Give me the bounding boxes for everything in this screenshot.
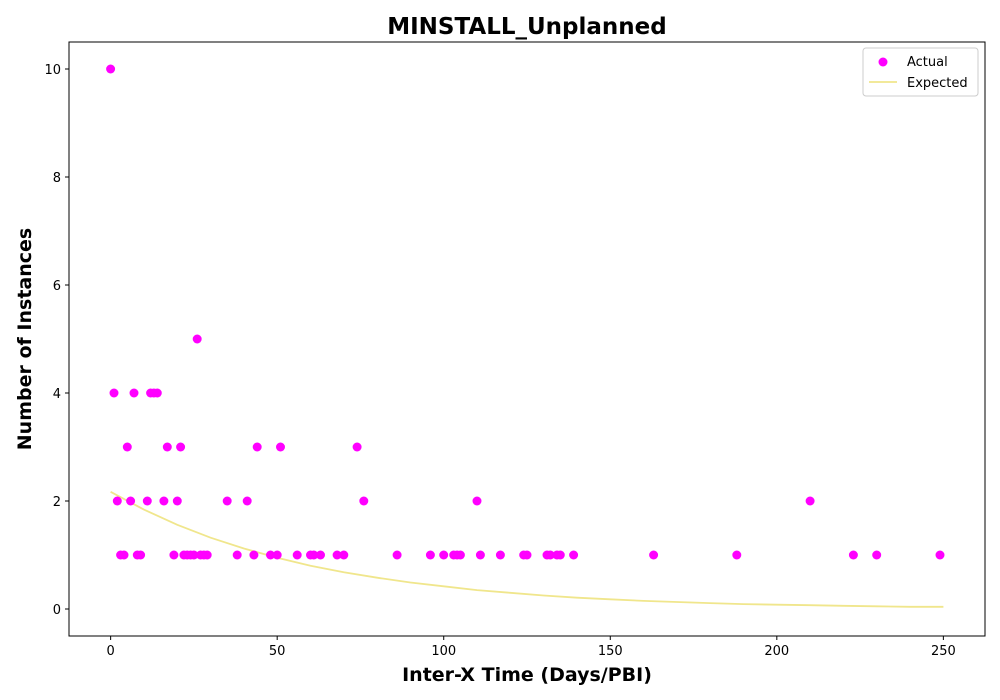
data-point: [119, 550, 129, 560]
data-point: [176, 442, 186, 452]
data-point: [425, 550, 435, 560]
data-point: [122, 442, 132, 452]
data-point: [109, 388, 119, 398]
chart-title: MINSTALL_Unplanned: [387, 14, 667, 40]
data-point: [935, 550, 945, 560]
y-tick-label: 8: [53, 171, 61, 186]
data-point: [872, 550, 882, 560]
data-point: [805, 496, 815, 506]
data-point: [136, 550, 146, 560]
legend-actual-marker: [878, 57, 888, 67]
data-point: [339, 550, 349, 560]
data-point: [848, 550, 858, 560]
data-point: [472, 496, 482, 506]
data-point: [475, 550, 485, 560]
data-point: [545, 550, 555, 560]
data-point: [192, 334, 202, 344]
data-point: [332, 550, 342, 560]
data-point: [316, 550, 325, 560]
data-point: [172, 496, 182, 506]
actual-points-layer: [106, 64, 945, 560]
y-tick-label: 10: [44, 63, 61, 78]
data-point: [222, 496, 232, 506]
expected-line-layer: [110, 491, 944, 608]
data-point: [126, 496, 136, 506]
data-point: [142, 496, 152, 506]
legend-box: [862, 47, 979, 97]
data-point: [252, 442, 262, 452]
legend: Actual Expected: [862, 47, 979, 97]
y-tick-label: 2: [53, 495, 61, 510]
data-point: [232, 550, 242, 560]
data-point: [292, 550, 302, 560]
y-axis-label: Number of Instances: [14, 228, 36, 450]
data-point: [309, 550, 319, 560]
data-point: [272, 550, 282, 560]
data-point: [359, 496, 369, 506]
data-point: [249, 550, 259, 560]
data-point: [162, 442, 172, 452]
data-point: [392, 550, 402, 560]
data-point: [522, 550, 532, 560]
axis-ticks-layer: 0 50 100 150 200 250 0 2 4 6 8 10: [44, 63, 955, 659]
data-point: [732, 550, 742, 560]
data-point: [202, 550, 212, 560]
data-point: [169, 550, 179, 560]
x-axis-label: Inter-X Time (Days/PBI): [402, 664, 652, 686]
y-tick-label: 0: [53, 603, 61, 618]
x-tick-label: 0: [106, 644, 114, 659]
data-point: [495, 550, 505, 560]
data-point: [455, 550, 465, 560]
data-point: [112, 496, 122, 506]
data-point: [266, 550, 275, 560]
data-point: [106, 64, 116, 74]
x-tick-label: 100: [431, 644, 456, 659]
data-point: [569, 550, 579, 560]
y-tick-label: 6: [53, 279, 61, 294]
data-point: [352, 442, 362, 452]
x-tick-label: 200: [764, 644, 789, 659]
data-point: [129, 388, 139, 398]
data-point: [439, 550, 449, 560]
x-tick-label: 50: [269, 644, 286, 659]
x-tick-label: 250: [931, 644, 956, 659]
plot-frame: [68, 41, 986, 637]
data-point: [555, 550, 565, 560]
data-point: [152, 388, 162, 398]
data-point: [276, 442, 285, 452]
legend-actual-label: Actual: [907, 55, 948, 70]
data-point: [649, 550, 659, 560]
y-tick-label: 4: [53, 387, 61, 402]
data-point: [242, 496, 252, 506]
expected-line: [110, 491, 944, 608]
data-point: [159, 496, 169, 506]
data-point: [189, 550, 199, 560]
legend-expected-label: Expected: [907, 76, 968, 91]
x-tick-label: 150: [598, 644, 623, 659]
